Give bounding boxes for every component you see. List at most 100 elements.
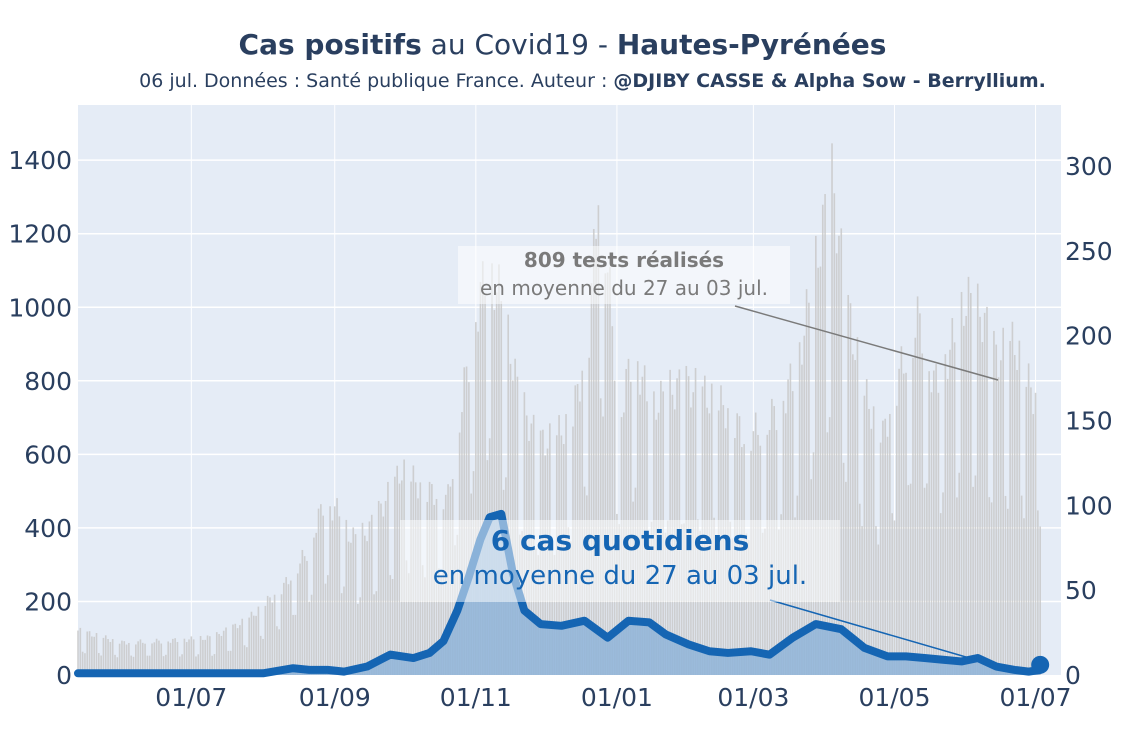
- right-tick-label: 300: [1065, 152, 1113, 181]
- tests-bar: [382, 516, 385, 675]
- x-tick-label: 01/05: [858, 683, 930, 712]
- tests-bar: [239, 625, 241, 675]
- tests-bar: [877, 544, 880, 675]
- tests-bar: [407, 573, 410, 675]
- tests-bar: [141, 642, 144, 675]
- tests-bar: [347, 541, 350, 675]
- left-tick-label: 1200: [8, 220, 72, 249]
- left-tick-label: 600: [24, 440, 72, 469]
- tests-bar: [1034, 392, 1037, 675]
- tests-bar: [109, 641, 112, 675]
- tests-bar: [132, 656, 135, 675]
- tests-bar: [438, 568, 440, 675]
- x-tick-label: 01/09: [299, 683, 371, 712]
- tests-bar: [914, 337, 917, 675]
- tests-bar: [995, 344, 998, 675]
- tests-bar: [121, 640, 123, 675]
- tests-bar: [902, 373, 905, 675]
- tests-bar: [308, 601, 311, 675]
- tests-bar: [269, 597, 271, 675]
- tests-bar: [900, 346, 903, 675]
- tests-bar: [102, 637, 105, 675]
- tests-bar: [597, 205, 600, 675]
- tests-bar: [100, 655, 102, 675]
- tests-bar: [535, 548, 537, 675]
- tests-bar: [953, 342, 956, 675]
- tests-bar: [537, 555, 540, 675]
- tests-bar: [916, 296, 919, 675]
- tests-bar: [232, 624, 234, 675]
- tests-bar: [872, 406, 875, 675]
- tests-bar: [789, 363, 792, 675]
- tests-bar: [315, 532, 318, 675]
- tests-bar: [338, 516, 341, 675]
- tests-bar: [606, 272, 609, 675]
- tests-bar: [951, 318, 954, 675]
- tests-bar: [997, 377, 1000, 675]
- tests-bar: [898, 368, 900, 675]
- tests-bar: [375, 591, 378, 675]
- tests-bar: [81, 651, 84, 675]
- title-middle-part: au Covid19 -: [421, 28, 617, 61]
- tests-bar: [183, 638, 186, 675]
- tests-bar: [1002, 327, 1004, 675]
- tests-bar: [333, 506, 336, 675]
- tests-bar: [123, 641, 126, 675]
- tests-bar: [271, 602, 274, 675]
- tests-bar: [923, 487, 926, 675]
- cases-annotation-title: 6 cas quotidiens: [490, 524, 750, 557]
- tests-bar: [852, 354, 854, 675]
- tests-bar: [833, 193, 836, 675]
- tests-bar: [225, 627, 227, 675]
- tests-bar: [352, 527, 355, 675]
- tests-bar: [988, 497, 991, 675]
- tests-bar: [845, 481, 847, 675]
- tests-bar: [761, 532, 764, 675]
- tests-bar: [926, 483, 928, 675]
- chart-title: Cas positifs au Covid19 - Hautes-Pyrénée…: [0, 28, 1125, 61]
- tests-bar: [243, 645, 246, 675]
- tests-bar: [974, 475, 977, 675]
- tests-bar: [481, 261, 484, 675]
- tests-bar: [340, 593, 343, 675]
- cases-annotation: 6 cas quotidiens en moyenne du 27 au 03 …: [400, 520, 840, 602]
- tests-bar: [500, 301, 503, 675]
- left-tick-label: 0: [56, 661, 72, 690]
- tests-bar: [250, 611, 253, 675]
- tests-bar: [192, 639, 195, 675]
- tests-bar: [285, 577, 287, 675]
- tests-bar: [745, 533, 748, 675]
- tests-bar: [222, 630, 225, 675]
- tests-bar: [912, 357, 914, 675]
- tests-bar: [324, 583, 327, 675]
- tests-annotation-title: 809 tests réalisés: [523, 248, 725, 272]
- tests-bar: [259, 635, 262, 675]
- tests-bar: [77, 630, 79, 675]
- tests-bar: [389, 575, 392, 675]
- tests-bar: [747, 539, 750, 675]
- tests-bar: [114, 654, 116, 675]
- tests-annotation: 809 tests réalisés en moyenne du 27 au 0…: [458, 246, 790, 304]
- tests-bar: [935, 364, 937, 675]
- tests-bar: [215, 632, 218, 675]
- tests-bar: [553, 554, 556, 675]
- tests-bar: [262, 638, 264, 675]
- tests-bar: [283, 582, 285, 675]
- tests-bar: [993, 330, 995, 675]
- tests-bar: [218, 634, 220, 675]
- tests-bar: [176, 641, 179, 675]
- tests-bar: [343, 586, 345, 675]
- tests-bar: [979, 316, 981, 675]
- tests-bar: [296, 573, 299, 675]
- subtitle-author: @DJIBY CASSE & Alpha Sow - Berryllium.: [613, 70, 1046, 92]
- tests-bar: [909, 483, 912, 675]
- tests-bar: [942, 492, 944, 675]
- tests-bar: [861, 526, 863, 675]
- tests-bar: [1016, 369, 1018, 675]
- tests-bar: [144, 643, 146, 675]
- tests-bar: [405, 560, 408, 675]
- tests-bar: [190, 636, 193, 675]
- tests-bar: [158, 640, 160, 675]
- x-axis: 01/07 01/09 01/11 01/01 01/03 01/05 01/07: [155, 683, 1071, 712]
- tests-bar: [181, 654, 183, 675]
